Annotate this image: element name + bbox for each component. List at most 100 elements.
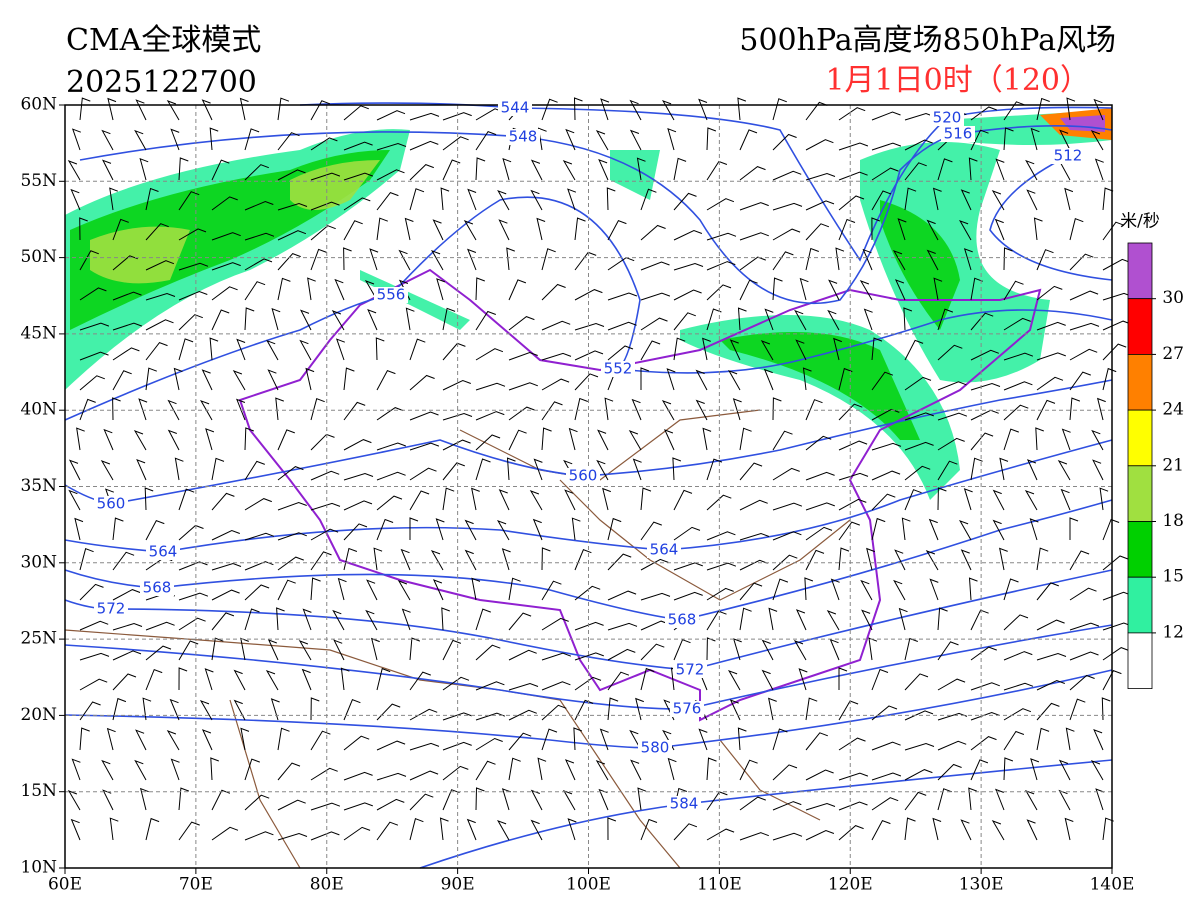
wind-barb [435,518,445,541]
wind-barb [436,278,446,301]
wind-barb [772,170,802,181]
wind-barb [537,127,547,151]
wind-barb [868,637,878,661]
wind-barb [310,248,327,271]
wind-barb [607,671,630,691]
wind-barb [211,826,239,841]
wind-barb [211,262,241,271]
wind-barb [440,187,450,211]
wind-barb [1064,187,1074,211]
wind-barb [178,617,206,631]
contour-label-bg [94,601,128,617]
wind-barb [667,127,677,151]
wind-barb [1036,97,1050,121]
colorbar-swatch [1127,353,1153,411]
wind-barb [135,99,147,121]
wind-barb [772,98,787,121]
wind-barb [805,471,835,481]
wind-barb [529,490,543,511]
colorbar-label: 12 [1162,622,1184,642]
wind-barb [310,470,340,481]
wind-barb [739,232,769,241]
wind-barb [439,817,449,841]
wind-barb [772,578,789,601]
wind-barb [508,649,537,661]
wind-barb [112,517,124,541]
wind-barb [937,763,962,781]
wind-barb [805,247,819,271]
wind-barb [1026,819,1038,841]
wind-barb [1069,218,1084,241]
wind-barb [277,556,304,571]
wind-barb [1030,127,1040,151]
wind-barb [673,192,697,211]
lat-label: 15N [20,781,57,801]
wind-barb [932,187,942,211]
wind-barb [244,460,265,481]
wind-barb [74,517,84,541]
wind-barb [838,367,853,391]
wind-barb [442,741,472,751]
wind-barb [933,277,943,301]
wind-barb [404,217,414,241]
wind-barb [673,289,702,301]
wind-barb [343,367,355,391]
wind-barb [409,140,439,151]
wind-barb [376,667,391,691]
wind-barb [71,128,81,151]
colorbar-label: 18 [1162,511,1184,531]
wind-barb [994,218,1005,241]
wind-barb [79,217,88,241]
contour-label-bg [374,287,408,303]
wind-barb [1003,730,1025,751]
wind-barb [802,367,812,391]
wind-barb [838,547,850,571]
contour-label-bg [638,740,672,756]
wind-barb [892,249,906,271]
wind-barb [310,551,332,571]
wind-barb [541,320,571,331]
wind-barb [170,128,180,151]
wind-barb [310,528,339,541]
wind-barb [706,562,737,571]
wind-barb [901,517,911,541]
wind-barb [1090,130,1104,151]
wind-barb [1003,317,1031,331]
wind-barb [829,638,840,661]
wind-barb [376,369,396,391]
wind-barb [937,158,953,181]
wind-barb [139,787,149,811]
wind-barb [706,232,737,241]
wind-barb [706,458,723,481]
wind-barb [364,280,378,301]
wind-barb [904,637,918,661]
wind-barb [167,399,180,421]
wind-barb [963,488,973,511]
wind-barb [442,136,469,151]
wind-barb [1061,428,1071,451]
wind-barb [211,286,238,301]
wind-barb [508,351,538,361]
wind-barb [442,765,469,781]
wind-barb [331,310,345,331]
wind-barb [871,741,901,751]
wind-barb [1003,404,1029,421]
wind-barb [79,652,110,661]
wind-barb [145,187,159,211]
wind-barb [999,457,1009,481]
wind-barb [464,519,477,541]
wind-barb [838,772,869,781]
wind-barb [409,517,419,540]
wind-barb [475,277,485,301]
wind-barb [79,583,104,601]
wind-barb [739,166,766,181]
wind-barb [772,202,803,211]
wind-barb [277,429,295,451]
wind-barb [968,157,978,181]
wind-barb [640,487,652,511]
wind-barb [442,676,470,691]
wind-barb [1024,789,1038,811]
lat-label: 40N [20,400,57,420]
wind-barb [1069,348,1098,361]
wind-barb [673,262,704,271]
